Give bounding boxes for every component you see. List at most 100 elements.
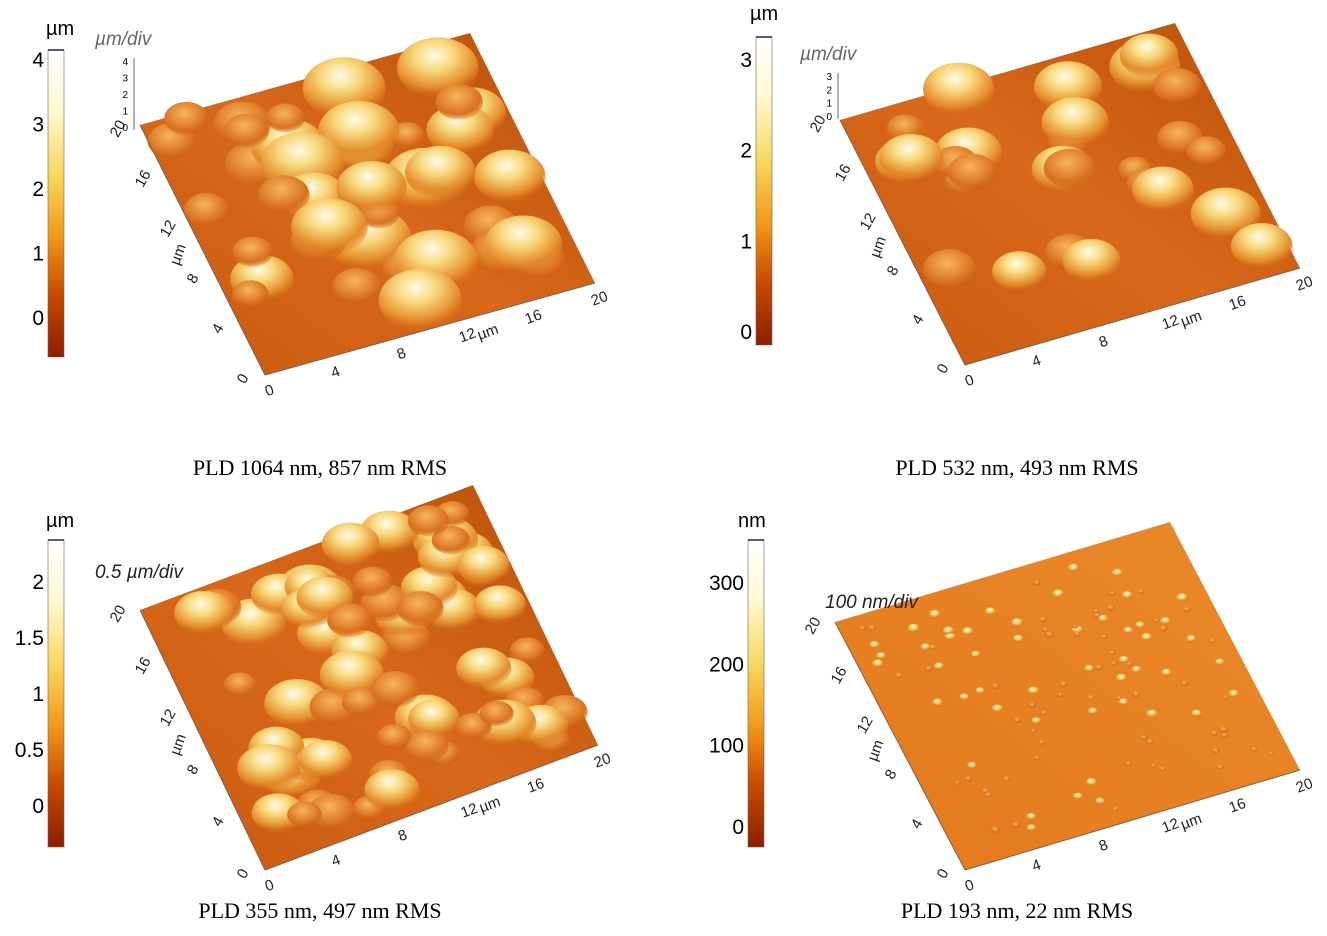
- x-tick-label: 16: [523, 306, 544, 328]
- y-axis: [834, 621, 966, 871]
- x-tick-label: 20: [592, 750, 613, 772]
- z-tick-label: 3: [826, 72, 832, 83]
- surface-feature: [1030, 728, 1037, 734]
- x-tick-label: 12: [1160, 312, 1181, 334]
- surface-feature: [933, 662, 945, 671]
- surface-feature: [1073, 631, 1081, 638]
- surface-feature: [291, 198, 368, 256]
- surface-feature: [426, 104, 494, 156]
- colorbar-tick-label: 1: [740, 230, 752, 253]
- surface-feature: [984, 607, 996, 616]
- x-axis-label: µm: [1178, 307, 1204, 330]
- surface-feature: [923, 249, 977, 290]
- surface-feature: [1038, 616, 1048, 623]
- surface-feature: [224, 113, 270, 148]
- surface-feature: [1115, 673, 1128, 683]
- surface-feature: [1041, 97, 1109, 148]
- surface-feature: [1223, 695, 1230, 700]
- surface-feature: [894, 672, 903, 679]
- surface-feature: [1186, 635, 1197, 643]
- surface-feature: [1109, 591, 1116, 596]
- surface-feature: [1153, 617, 1160, 624]
- y-tick-label: 8: [184, 271, 203, 287]
- surface-feature: [981, 787, 990, 794]
- colorbar-tick-label: 0: [732, 816, 744, 839]
- surface-feature: [1084, 664, 1095, 673]
- surface-feature: [407, 505, 450, 537]
- y-tick-label: 20: [807, 112, 830, 135]
- colorbar: [747, 539, 765, 848]
- surface-feature: [924, 665, 933, 672]
- y-tick-label: 12: [157, 217, 180, 240]
- surface-feature: [1098, 614, 1109, 623]
- afm-panel: µm3210004488121216162020µmµmµm/div3210PL…: [740, 3, 1315, 480]
- surface-feature: [1094, 664, 1104, 671]
- y-tick-label: 4: [209, 814, 228, 830]
- surface-feature: [1119, 33, 1179, 78]
- surface-feature: [251, 793, 305, 834]
- x-tick-label: 12: [1160, 815, 1181, 837]
- surface-feature: [341, 687, 381, 717]
- y-tick-label: 16: [828, 664, 851, 687]
- colorbar-tick-label: 200: [709, 653, 744, 676]
- z-scale-label: µm/div: [799, 44, 858, 65]
- surface-feature: [1045, 631, 1055, 639]
- surface-feature: [1093, 608, 1100, 614]
- z-scale-label: µm/div: [94, 29, 153, 50]
- x-tick-label: 16: [1227, 292, 1248, 314]
- surface-feature: [287, 801, 322, 828]
- x-tick-label: 8: [1097, 836, 1111, 855]
- surface-feature: [1132, 166, 1194, 213]
- surface-feature: [1121, 591, 1133, 600]
- colorbar-tick-label: 1.5: [15, 627, 44, 650]
- y-axis: [139, 609, 266, 871]
- colorbar: [47, 539, 65, 848]
- surface-feature: [473, 149, 546, 204]
- colorbar-unit: µm: [750, 3, 778, 25]
- y-tick-label: 20: [802, 614, 825, 637]
- x-tick-label: 20: [1294, 775, 1315, 797]
- surface-feature: [1033, 580, 1041, 586]
- surface-feature: [1140, 734, 1148, 741]
- surface-feature: [457, 545, 510, 586]
- x-tick-label: 8: [1097, 333, 1111, 352]
- y-tick-label: 4: [209, 321, 228, 337]
- surface-feature: [907, 623, 920, 633]
- surface-feature: [1131, 666, 1142, 674]
- surface-feature: [947, 153, 997, 191]
- x-tick-label: 4: [1030, 856, 1044, 875]
- surface-feature: [336, 160, 408, 214]
- surface-feature: [510, 637, 545, 664]
- x-axis: [964, 769, 1301, 871]
- surface-feature: [1150, 763, 1157, 769]
- x-tick-label: 12: [459, 800, 480, 822]
- y-axis-label: µm: [867, 234, 890, 260]
- surface-feature: [318, 100, 400, 162]
- afm-panel: µm43210004488121216162020µmµmµm/div43210…: [32, 18, 610, 480]
- surface-feature: [1159, 625, 1168, 632]
- z-scale-label: 100 nm/div: [825, 592, 919, 613]
- colorbar-tick-label: 0: [32, 307, 44, 330]
- y-tick-label: 0: [234, 866, 253, 882]
- surface-feature: [1137, 588, 1145, 595]
- colorbar-unit: nm: [738, 510, 766, 532]
- surface-feature: [474, 585, 526, 625]
- surface-feature: [1191, 709, 1202, 718]
- surface-feature: [435, 84, 483, 120]
- surface-feature: [991, 704, 1003, 713]
- y-tick-label: 0: [234, 371, 253, 387]
- surface-feature: [1176, 593, 1188, 603]
- surface-feature: [1250, 746, 1258, 752]
- surface-feature: [1013, 634, 1024, 643]
- surface-feature: [1013, 717, 1022, 723]
- y-tick-label: 12: [157, 706, 180, 729]
- z-tick-label: 1: [122, 107, 128, 118]
- y-axis-label: µm: [167, 732, 190, 758]
- surface-feature: [1123, 626, 1134, 635]
- z-scale-label: 0.5 µm/div: [95, 562, 185, 583]
- y-tick-label: 0: [934, 361, 953, 377]
- surface-feature: [174, 590, 234, 636]
- surface-feature: [1052, 589, 1064, 599]
